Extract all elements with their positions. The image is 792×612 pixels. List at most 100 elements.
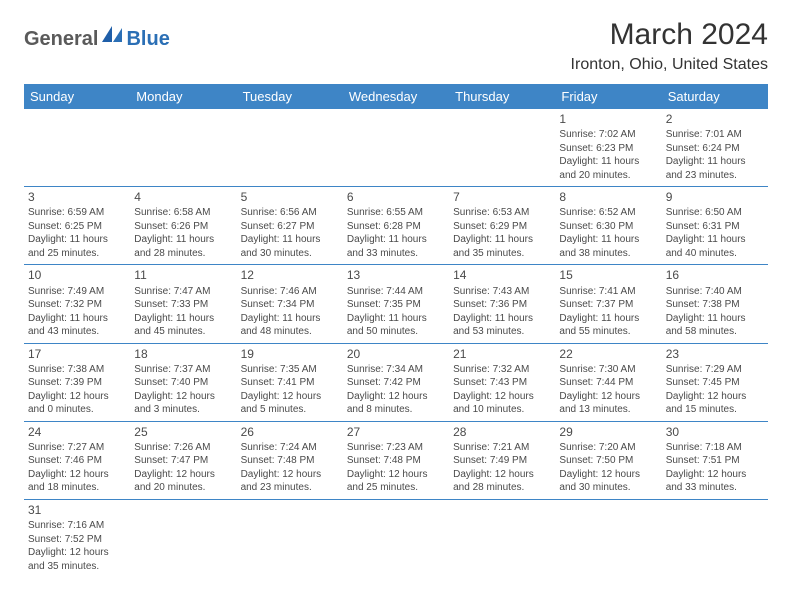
- day-detail: and 8 minutes.: [347, 403, 445, 417]
- calendar-cell: 20Sunrise: 7:34 AMSunset: 7:42 PMDayligh…: [343, 343, 449, 421]
- day-number: 19: [241, 346, 339, 362]
- day-detail: Sunset: 7:42 PM: [347, 376, 445, 390]
- calendar-cell: 18Sunrise: 7:37 AMSunset: 7:40 PMDayligh…: [130, 343, 236, 421]
- calendar-cell: 11Sunrise: 7:47 AMSunset: 7:33 PMDayligh…: [130, 265, 236, 343]
- calendar-cell-empty: [449, 499, 555, 577]
- calendar-cell: 10Sunrise: 7:49 AMSunset: 7:32 PMDayligh…: [24, 265, 130, 343]
- day-detail: Sunrise: 7:24 AM: [241, 441, 339, 455]
- day-number: 24: [28, 424, 126, 440]
- calendar-row: 3Sunrise: 6:59 AMSunset: 6:25 PMDaylight…: [24, 187, 768, 265]
- day-detail: and 45 minutes.: [134, 325, 232, 339]
- calendar-header-row: SundayMondayTuesdayWednesdayThursdayFrid…: [24, 84, 768, 109]
- day-header: Tuesday: [237, 84, 343, 109]
- day-number: 6: [347, 189, 445, 205]
- day-header: Wednesday: [343, 84, 449, 109]
- day-number: 8: [559, 189, 657, 205]
- day-detail: Sunset: 7:35 PM: [347, 298, 445, 312]
- calendar-cell: 19Sunrise: 7:35 AMSunset: 7:41 PMDayligh…: [237, 343, 343, 421]
- day-detail: and 53 minutes.: [453, 325, 551, 339]
- day-detail: Daylight: 11 hours: [559, 233, 657, 247]
- day-detail: and 55 minutes.: [559, 325, 657, 339]
- day-detail: Sunrise: 7:46 AM: [241, 285, 339, 299]
- day-detail: Daylight: 11 hours: [347, 233, 445, 247]
- day-detail: Sunset: 6:28 PM: [347, 220, 445, 234]
- day-detail: Daylight: 12 hours: [28, 468, 126, 482]
- day-detail: Sunrise: 7:37 AM: [134, 363, 232, 377]
- calendar-cell: 7Sunrise: 6:53 AMSunset: 6:29 PMDaylight…: [449, 187, 555, 265]
- day-detail: Daylight: 12 hours: [559, 468, 657, 482]
- calendar-cell: 17Sunrise: 7:38 AMSunset: 7:39 PMDayligh…: [24, 343, 130, 421]
- day-detail: Sunrise: 7:35 AM: [241, 363, 339, 377]
- day-detail: Sunset: 7:43 PM: [453, 376, 551, 390]
- day-number: 28: [453, 424, 551, 440]
- calendar-cell: 5Sunrise: 6:56 AMSunset: 6:27 PMDaylight…: [237, 187, 343, 265]
- calendar-cell-empty: [449, 109, 555, 187]
- day-detail: Daylight: 12 hours: [666, 390, 764, 404]
- day-number: 1: [559, 111, 657, 127]
- day-detail: Sunrise: 7:21 AM: [453, 441, 551, 455]
- day-detail: Sunrise: 6:52 AM: [559, 206, 657, 220]
- day-detail: Sunset: 6:31 PM: [666, 220, 764, 234]
- month-title: March 2024: [571, 18, 768, 52]
- calendar-cell: 28Sunrise: 7:21 AMSunset: 7:49 PMDayligh…: [449, 421, 555, 499]
- day-number: 14: [453, 267, 551, 283]
- calendar-cell-empty: [343, 499, 449, 577]
- calendar-cell: 8Sunrise: 6:52 AMSunset: 6:30 PMDaylight…: [555, 187, 661, 265]
- day-detail: Sunrise: 7:18 AM: [666, 441, 764, 455]
- day-number: 11: [134, 267, 232, 283]
- day-detail: Sunset: 7:45 PM: [666, 376, 764, 390]
- calendar-cell: 30Sunrise: 7:18 AMSunset: 7:51 PMDayligh…: [662, 421, 768, 499]
- day-detail: Daylight: 12 hours: [241, 390, 339, 404]
- calendar-cell: 26Sunrise: 7:24 AMSunset: 7:48 PMDayligh…: [237, 421, 343, 499]
- calendar-cell-empty: [343, 109, 449, 187]
- day-detail: and 33 minutes.: [347, 247, 445, 261]
- calendar-cell: 2Sunrise: 7:01 AMSunset: 6:24 PMDaylight…: [662, 109, 768, 187]
- calendar-cell: 4Sunrise: 6:58 AMSunset: 6:26 PMDaylight…: [130, 187, 236, 265]
- day-number: 18: [134, 346, 232, 362]
- calendar-cell: 9Sunrise: 6:50 AMSunset: 6:31 PMDaylight…: [662, 187, 768, 265]
- day-detail: and 30 minutes.: [559, 481, 657, 495]
- day-detail: Daylight: 12 hours: [134, 390, 232, 404]
- day-detail: Daylight: 12 hours: [666, 468, 764, 482]
- day-detail: Daylight: 11 hours: [453, 312, 551, 326]
- day-detail: Sunset: 7:36 PM: [453, 298, 551, 312]
- day-detail: Daylight: 11 hours: [559, 155, 657, 169]
- day-number: 21: [453, 346, 551, 362]
- day-detail: Daylight: 12 hours: [453, 390, 551, 404]
- day-detail: Sunset: 7:39 PM: [28, 376, 126, 390]
- day-number: 27: [347, 424, 445, 440]
- day-number: 20: [347, 346, 445, 362]
- logo-text-blue: Blue: [126, 28, 169, 51]
- day-detail: Sunrise: 6:59 AM: [28, 206, 126, 220]
- day-detail: Daylight: 11 hours: [134, 312, 232, 326]
- logo: General Blue: [24, 26, 170, 53]
- day-detail: Sunrise: 6:58 AM: [134, 206, 232, 220]
- day-number: 15: [559, 267, 657, 283]
- day-detail: Daylight: 12 hours: [134, 468, 232, 482]
- day-detail: Sunrise: 7:41 AM: [559, 285, 657, 299]
- day-detail: Sunset: 6:24 PM: [666, 142, 764, 156]
- day-detail: Sunset: 7:37 PM: [559, 298, 657, 312]
- calendar-row: 1Sunrise: 7:02 AMSunset: 6:23 PMDaylight…: [24, 109, 768, 187]
- calendar-cell: 22Sunrise: 7:30 AMSunset: 7:44 PMDayligh…: [555, 343, 661, 421]
- logo-text-general: General: [24, 28, 98, 51]
- day-detail: and 15 minutes.: [666, 403, 764, 417]
- day-detail: Sunset: 6:26 PM: [134, 220, 232, 234]
- calendar-cell: 23Sunrise: 7:29 AMSunset: 7:45 PMDayligh…: [662, 343, 768, 421]
- day-number: 30: [666, 424, 764, 440]
- calendar-cell: 31Sunrise: 7:16 AMSunset: 7:52 PMDayligh…: [24, 499, 130, 577]
- day-header: Sunday: [24, 84, 130, 109]
- day-detail: Sunset: 7:38 PM: [666, 298, 764, 312]
- day-header: Thursday: [449, 84, 555, 109]
- day-detail: Daylight: 12 hours: [241, 468, 339, 482]
- day-detail: and 20 minutes.: [559, 169, 657, 183]
- calendar-cell: 25Sunrise: 7:26 AMSunset: 7:47 PMDayligh…: [130, 421, 236, 499]
- day-header: Friday: [555, 84, 661, 109]
- day-detail: and 58 minutes.: [666, 325, 764, 339]
- calendar-cell: 1Sunrise: 7:02 AMSunset: 6:23 PMDaylight…: [555, 109, 661, 187]
- day-detail: Daylight: 12 hours: [347, 468, 445, 482]
- calendar-cell: 16Sunrise: 7:40 AMSunset: 7:38 PMDayligh…: [662, 265, 768, 343]
- calendar-cell: 27Sunrise: 7:23 AMSunset: 7:48 PMDayligh…: [343, 421, 449, 499]
- calendar-cell-empty: [237, 499, 343, 577]
- calendar-cell-empty: [237, 109, 343, 187]
